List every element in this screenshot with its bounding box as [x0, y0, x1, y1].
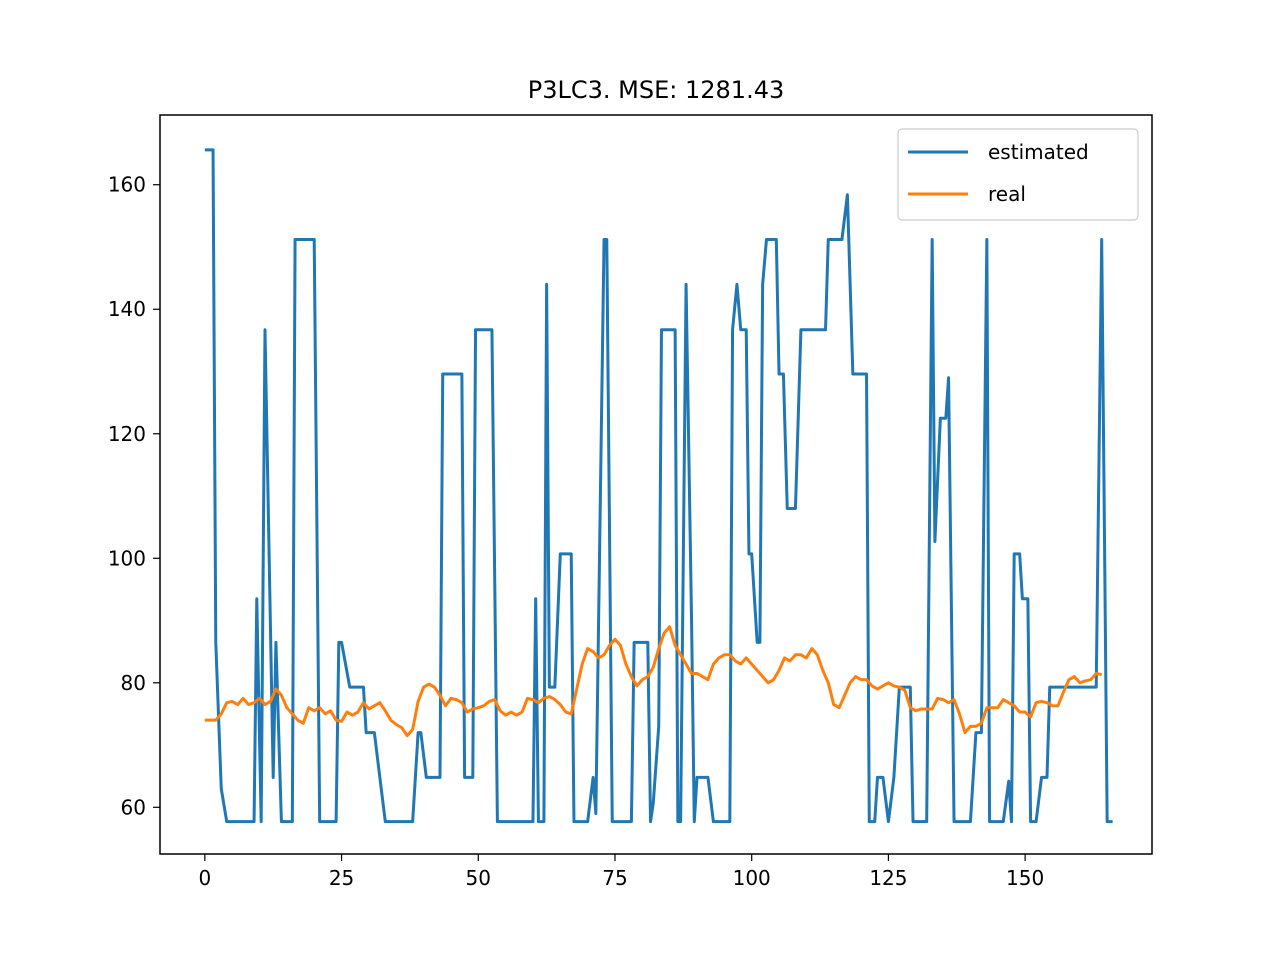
- x-tick-label: 75: [602, 866, 627, 890]
- series-line-estimated: [204, 148, 1113, 824]
- x-axis: 0 25 50 75 100 125 150: [198, 854, 1044, 890]
- x-tick-label: 100: [733, 866, 771, 890]
- y-axis: 60 80 100 120 140 160: [108, 173, 160, 819]
- axes-frame: [159, 114, 1153, 855]
- series-layer: [204, 148, 1113, 824]
- y-tick-label: 100: [108, 546, 146, 570]
- x-tick-label: 50: [466, 866, 491, 890]
- x-tick-label: 150: [1006, 866, 1044, 890]
- y-tick-label: 120: [108, 422, 146, 446]
- chart-title: P3LC3. MSE: 1281.43: [528, 76, 784, 104]
- legend-label-estimated: estimated: [988, 140, 1089, 164]
- legend-label-real: real: [988, 182, 1026, 206]
- y-tick-label: 80: [121, 671, 146, 695]
- y-tick-label: 160: [108, 173, 146, 197]
- x-tick-label: 25: [329, 866, 354, 890]
- y-tick-label: 140: [108, 297, 146, 321]
- series-line-real: [204, 625, 1103, 738]
- legend: estimated real: [897, 128, 1139, 221]
- x-tick-label: 0: [198, 866, 211, 890]
- x-tick-label: 125: [869, 866, 907, 890]
- y-tick-label: 60: [121, 795, 146, 819]
